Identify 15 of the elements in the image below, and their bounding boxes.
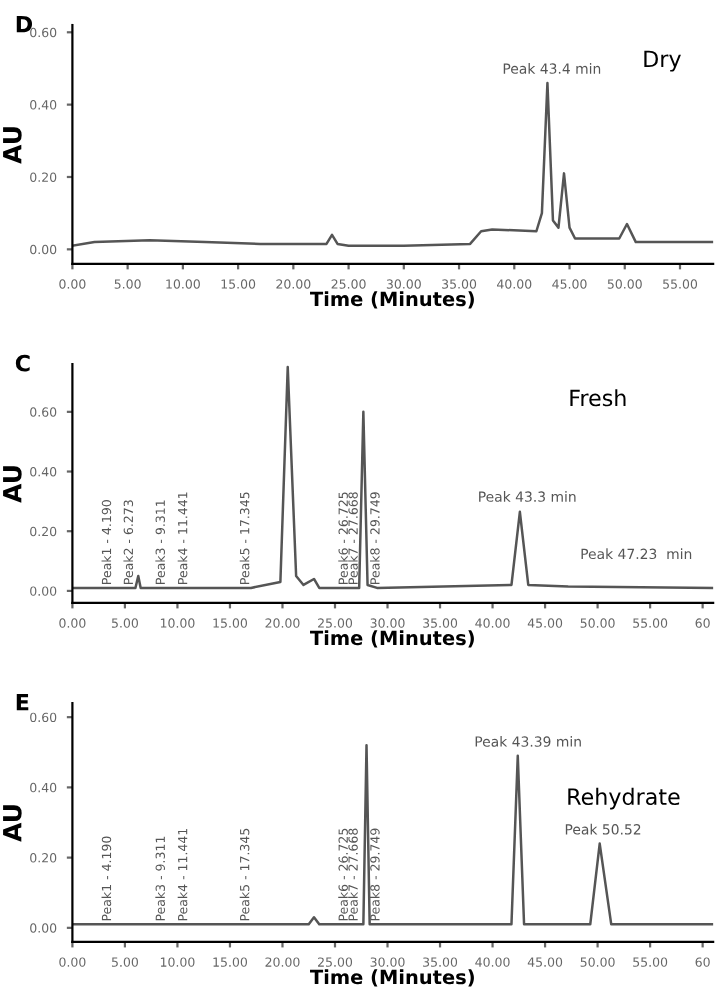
y-axis-title: AU (3, 127, 22, 164)
y-axis-title: AU (3, 805, 22, 842)
chart-title: D (16, 16, 33, 33)
x-axis-title: Time (Minutes) (310, 630, 474, 648)
annotation: Fresh (570, 389, 626, 407)
x-axis-title: Time (Minutes) (310, 291, 474, 309)
line-series (72, 365, 714, 590)
annotation: Rehydrate (568, 787, 680, 810)
x-axis-title: Time (Minutes) (310, 969, 474, 987)
chart-title: C (15, 354, 30, 372)
annotation: Dry (644, 50, 681, 72)
line-series (72, 81, 714, 247)
y-axis-title: AU (3, 466, 22, 503)
line-series (72, 744, 714, 926)
chart-title: E (16, 694, 29, 711)
